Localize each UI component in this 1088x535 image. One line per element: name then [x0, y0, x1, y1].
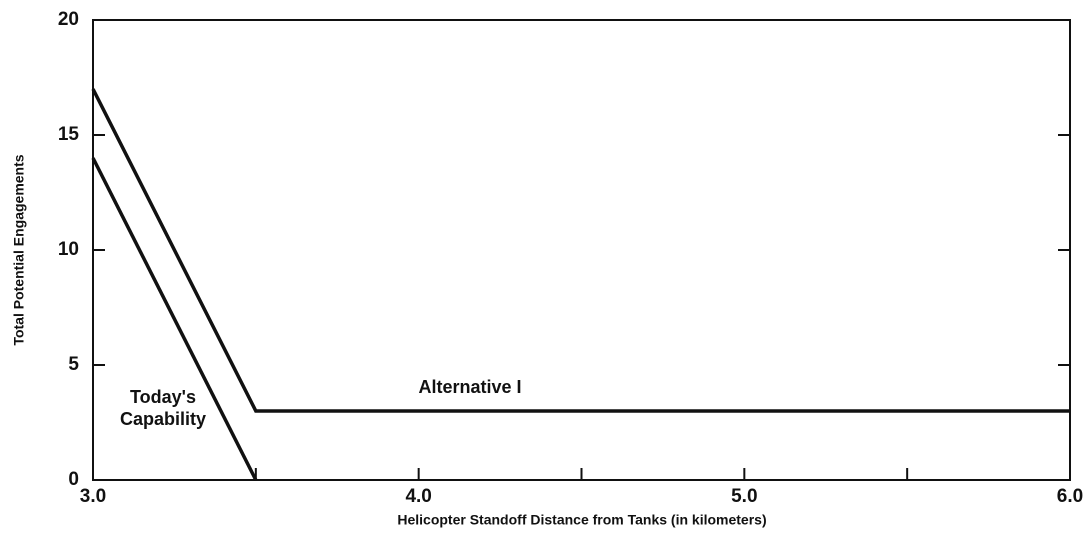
x-tick-label: 6.0 — [1057, 486, 1083, 507]
y-tick-label: 10 — [58, 239, 79, 260]
y-tick-label: 20 — [58, 9, 79, 30]
y-tick-label: 15 — [58, 124, 80, 145]
x-tick-label: 5.0 — [731, 486, 757, 507]
y-tick-label: 0 — [68, 469, 79, 490]
series-line — [91, 157, 258, 481]
y-axis-label: Total Potential Engagements — [11, 154, 27, 345]
x-tick-label: 4.0 — [405, 486, 431, 507]
y-tick-label: 5 — [68, 354, 79, 375]
x-tick-label: 3.0 — [80, 486, 106, 507]
series-line — [91, 88, 1070, 413]
series-label: Today's Capability — [120, 387, 206, 429]
x-axis-label: Helicopter Standoff Distance from Tanks … — [397, 512, 766, 528]
series-label: Alternative I — [418, 377, 521, 397]
